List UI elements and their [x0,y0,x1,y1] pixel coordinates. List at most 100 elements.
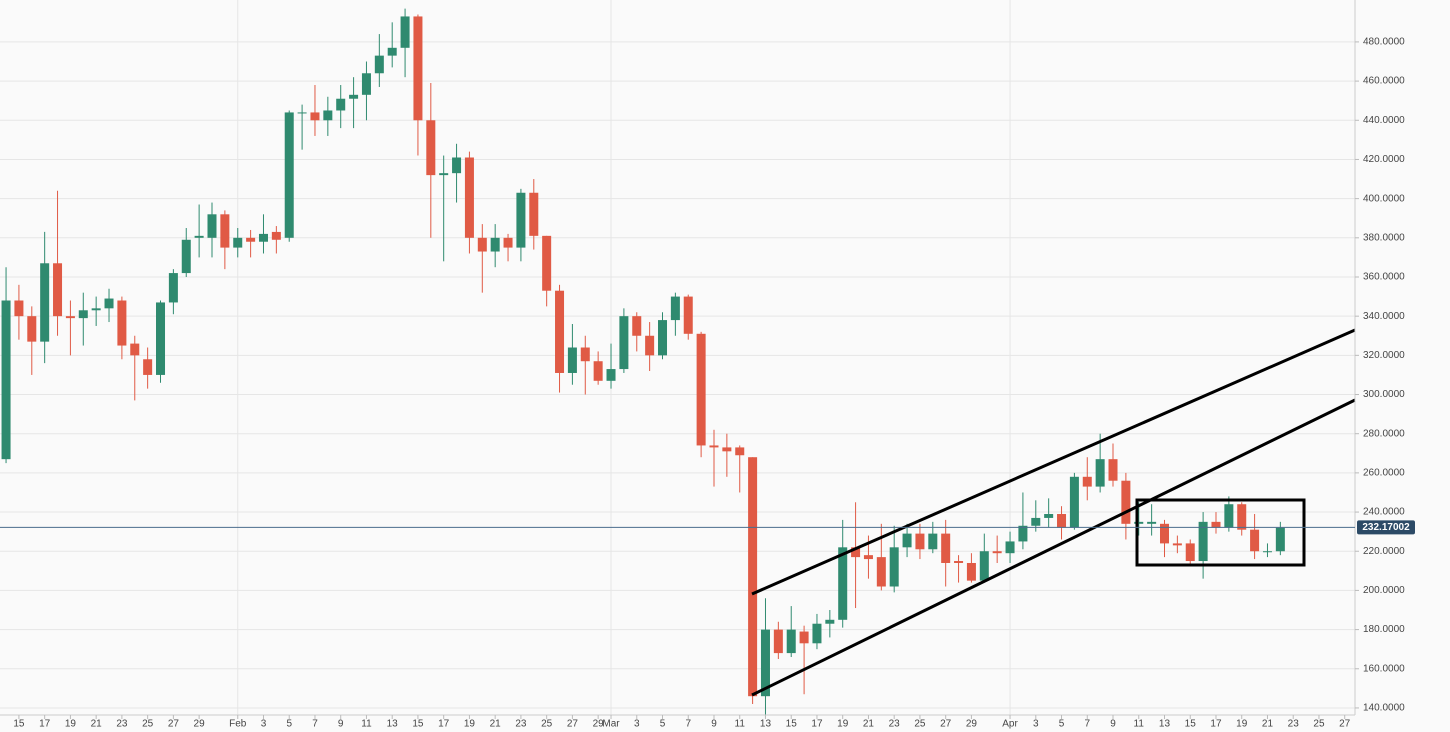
candle-body [1262,551,1272,553]
candle-body [220,214,230,248]
candle-body [1031,517,1041,526]
x-tick-label: 13 [760,719,772,730]
candle-body [117,300,127,346]
x-tick-label: 7 [1084,719,1090,730]
candle-body [1069,476,1079,528]
candle-body [1172,543,1182,546]
candle-body [336,98,346,111]
candle-body [863,555,873,560]
candle-body [722,447,732,452]
x-tick-label: 5 [1059,719,1065,730]
candle-body [876,557,886,587]
candle-body [825,619,835,624]
x-tick-label: 15 [786,719,798,730]
candle-body [1224,504,1234,528]
candle-body [1275,527,1285,552]
x-tick-label: 25 [1313,719,1325,730]
x-tick-label: Mar [602,719,620,730]
candle-body [400,16,410,48]
candle-body [297,112,307,114]
x-tick-label: 15 [1185,719,1197,730]
y-tick-label: 400.0000 [1363,193,1405,204]
trend-line [751,328,1356,596]
candle-body [516,192,526,248]
x-tick-label: 9 [338,719,344,730]
candle-body [284,112,294,238]
candle-body [323,110,333,121]
y-tick-label: 440.0000 [1363,115,1405,126]
candle-body [1095,459,1105,487]
candle-body [349,94,359,99]
y-tick-label: 320.0000 [1363,350,1405,361]
x-tick-label: 3 [261,719,267,730]
candle-body [941,533,951,563]
candle-body [1211,521,1221,528]
candle-body [851,547,861,558]
x-tick-label: 19 [464,719,476,730]
candle-body [670,296,680,321]
candle-body [464,157,474,238]
candle-body [1159,523,1170,544]
candle-body [529,192,539,236]
last-price-badge [1357,520,1415,535]
candle-body [773,629,783,654]
candle-body [1082,476,1092,487]
candle-body [271,231,281,240]
candle-body [748,457,758,697]
y-tick-label: 300.0000 [1363,389,1405,400]
x-tick-label: 25 [541,719,553,730]
candle-body [567,347,577,373]
x-tick-label: 9 [1110,719,1116,730]
x-tick-label: 21 [490,719,502,730]
x-tick-label: 25 [914,719,926,730]
y-tick-label: 420.0000 [1363,154,1405,165]
x-tick-label: 23 [116,719,128,730]
x-tick-label: 11 [1134,719,1145,730]
y-tick-label: 280.0000 [1363,428,1405,439]
x-tick-label: 27 [940,719,952,730]
candle-body [1057,514,1067,528]
x-tick-label: 17 [811,719,823,730]
candle-body [1005,541,1015,554]
candle-body [104,298,114,309]
x-tick-label: 5 [286,719,292,730]
candle-body [246,237,256,242]
candle-body [156,302,166,375]
candle-body [735,447,745,456]
y-tick-label: 360.0000 [1363,272,1405,283]
candle-body [490,237,500,252]
candle-body [542,235,552,291]
candle-body [181,239,191,274]
candle-body [915,533,925,550]
candle-body [555,290,565,373]
candle-body [1108,459,1118,481]
candle-body [78,310,88,319]
y-tick-label: 200.0000 [1363,585,1405,596]
candle-body [65,316,75,319]
x-tick-label: 21 [91,719,103,730]
y-tick-label: 180.0000 [1363,624,1405,635]
candle-body [194,235,204,238]
x-tick-label: 19 [65,719,77,730]
candle-body [1237,504,1247,530]
candle-body [143,359,153,375]
x-tick-label: 17 [438,719,450,730]
candle-body [709,445,719,448]
x-tick-label: 29 [593,719,605,730]
candle-body [683,296,693,334]
x-tick-label: 23 [1288,719,1300,730]
x-tick-label: 27 [567,719,579,730]
x-tick-label: 15 [13,719,25,730]
x-tick-label: 29 [966,719,978,730]
candle-body [1134,521,1144,524]
x-tick-label: 13 [1159,719,1171,730]
candle-body [91,308,101,311]
range-box [1135,498,1306,567]
y-tick-label: 240.0000 [1363,507,1405,518]
candle-body [889,547,899,587]
x-tick-label: 21 [863,719,875,730]
candle-body [1,300,11,460]
x-tick-label: 5 [660,719,666,730]
candle-body [207,214,217,238]
